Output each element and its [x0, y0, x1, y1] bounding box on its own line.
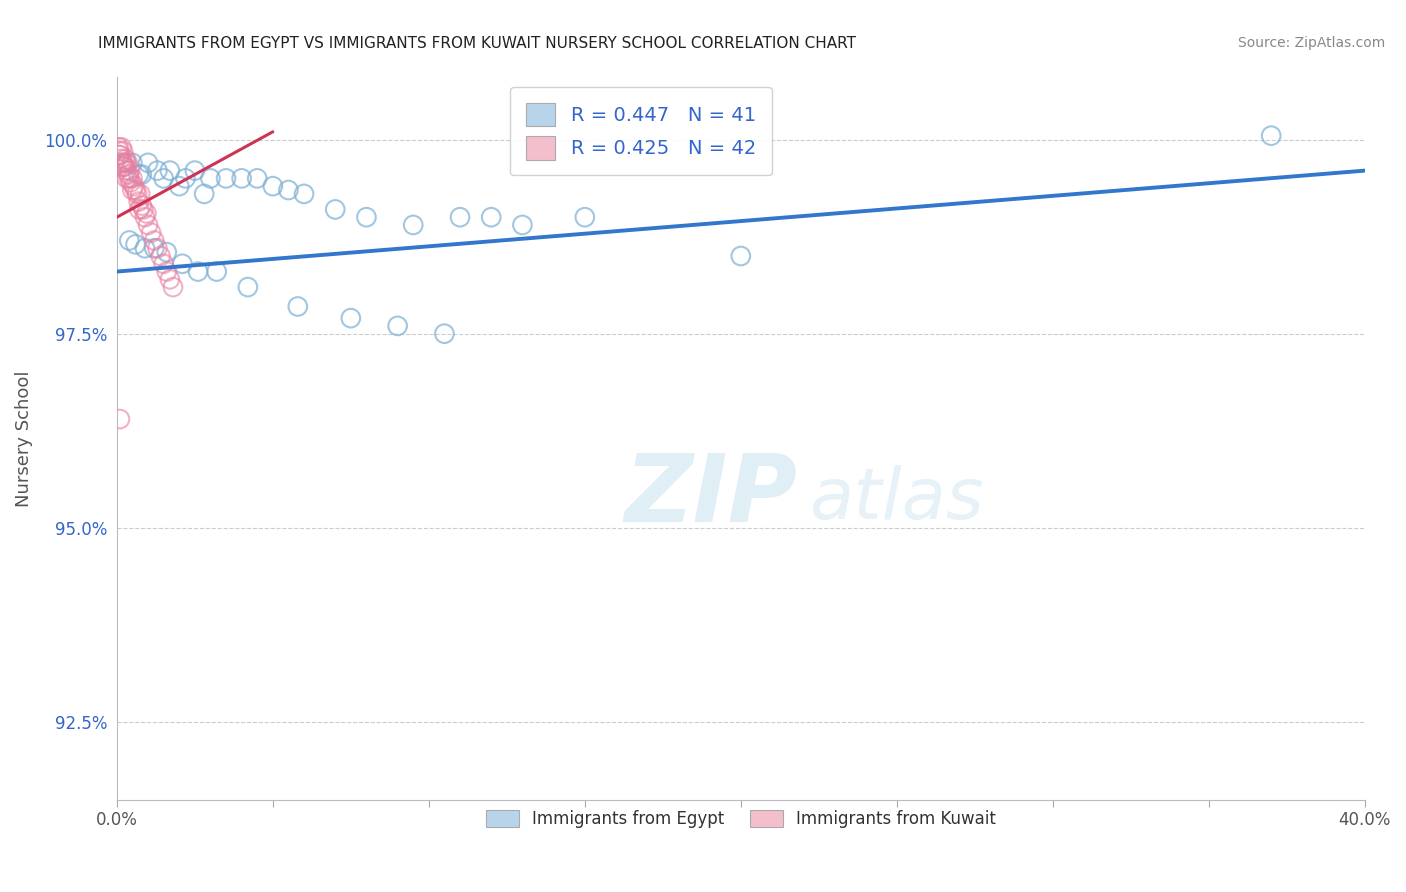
Point: [124, 237, 146, 252]
Point: [111, 156, 134, 170]
Point: [108, 148, 131, 162]
Point: [112, 160, 135, 174]
Legend: Immigrants from Egypt, Immigrants from Kuwait: Immigrants from Egypt, Immigrants from K…: [479, 803, 1002, 835]
Point: [159, 163, 181, 178]
Point: [124, 183, 146, 197]
Point: [112, 145, 135, 159]
Point: [323, 202, 346, 217]
Point: [152, 257, 174, 271]
Point: [121, 183, 143, 197]
Point: [128, 194, 150, 209]
Point: [115, 156, 138, 170]
Point: [118, 234, 141, 248]
Point: [172, 257, 194, 271]
Point: [121, 171, 143, 186]
Point: [118, 171, 141, 186]
Point: [193, 186, 215, 201]
Point: [115, 163, 138, 178]
Point: [143, 234, 166, 248]
Point: [129, 186, 152, 201]
Point: [114, 152, 136, 166]
Point: [574, 210, 596, 224]
Point: [110, 140, 132, 154]
Point: [118, 168, 141, 182]
Point: [156, 245, 179, 260]
Point: [114, 160, 136, 174]
Point: [121, 156, 143, 170]
Point: [152, 171, 174, 186]
Point: [277, 183, 299, 197]
Point: [167, 179, 190, 194]
Point: [134, 210, 156, 224]
Point: [287, 300, 309, 314]
Point: [387, 318, 409, 333]
Point: [174, 171, 197, 186]
Point: [112, 156, 135, 170]
Text: atlas: atlas: [810, 466, 984, 534]
Point: [118, 163, 141, 178]
Point: [356, 210, 378, 224]
Point: [200, 171, 222, 186]
Point: [107, 140, 129, 154]
Point: [149, 249, 172, 263]
Point: [433, 326, 456, 341]
Point: [143, 241, 166, 255]
Point: [187, 264, 209, 278]
Point: [131, 168, 153, 182]
Point: [246, 171, 269, 186]
Point: [127, 186, 149, 201]
Point: [156, 264, 179, 278]
Point: [340, 311, 363, 326]
Point: [231, 171, 253, 186]
Point: [108, 145, 131, 159]
Point: [205, 264, 228, 278]
Point: [236, 280, 259, 294]
Point: [135, 206, 157, 220]
Point: [136, 218, 159, 232]
Point: [120, 175, 142, 189]
Point: [262, 179, 284, 194]
Point: [117, 156, 139, 170]
Point: [128, 202, 150, 217]
Point: [449, 210, 471, 224]
Text: ZIP: ZIP: [624, 450, 797, 542]
Point: [479, 210, 502, 224]
Point: [128, 168, 150, 182]
Point: [122, 179, 145, 194]
Point: [110, 156, 132, 170]
Y-axis label: Nursery School: Nursery School: [15, 370, 32, 507]
Point: [146, 163, 169, 178]
Point: [110, 152, 132, 166]
Point: [136, 156, 159, 170]
Point: [108, 412, 131, 426]
Point: [512, 218, 534, 232]
Point: [730, 249, 752, 263]
Point: [141, 226, 163, 240]
Point: [1260, 128, 1282, 143]
Point: [132, 202, 155, 217]
Point: [162, 280, 184, 294]
Text: IMMIGRANTS FROM EGYPT VS IMMIGRANTS FROM KUWAIT NURSERY SCHOOL CORRELATION CHART: IMMIGRANTS FROM EGYPT VS IMMIGRANTS FROM…: [98, 36, 856, 51]
Point: [108, 148, 131, 162]
Point: [131, 198, 153, 212]
Point: [134, 241, 156, 255]
Point: [146, 241, 169, 255]
Point: [292, 186, 315, 201]
Point: [215, 171, 238, 186]
Point: [115, 171, 138, 186]
Point: [184, 163, 207, 178]
Text: Source: ZipAtlas.com: Source: ZipAtlas.com: [1237, 36, 1385, 50]
Point: [159, 272, 181, 286]
Point: [402, 218, 425, 232]
